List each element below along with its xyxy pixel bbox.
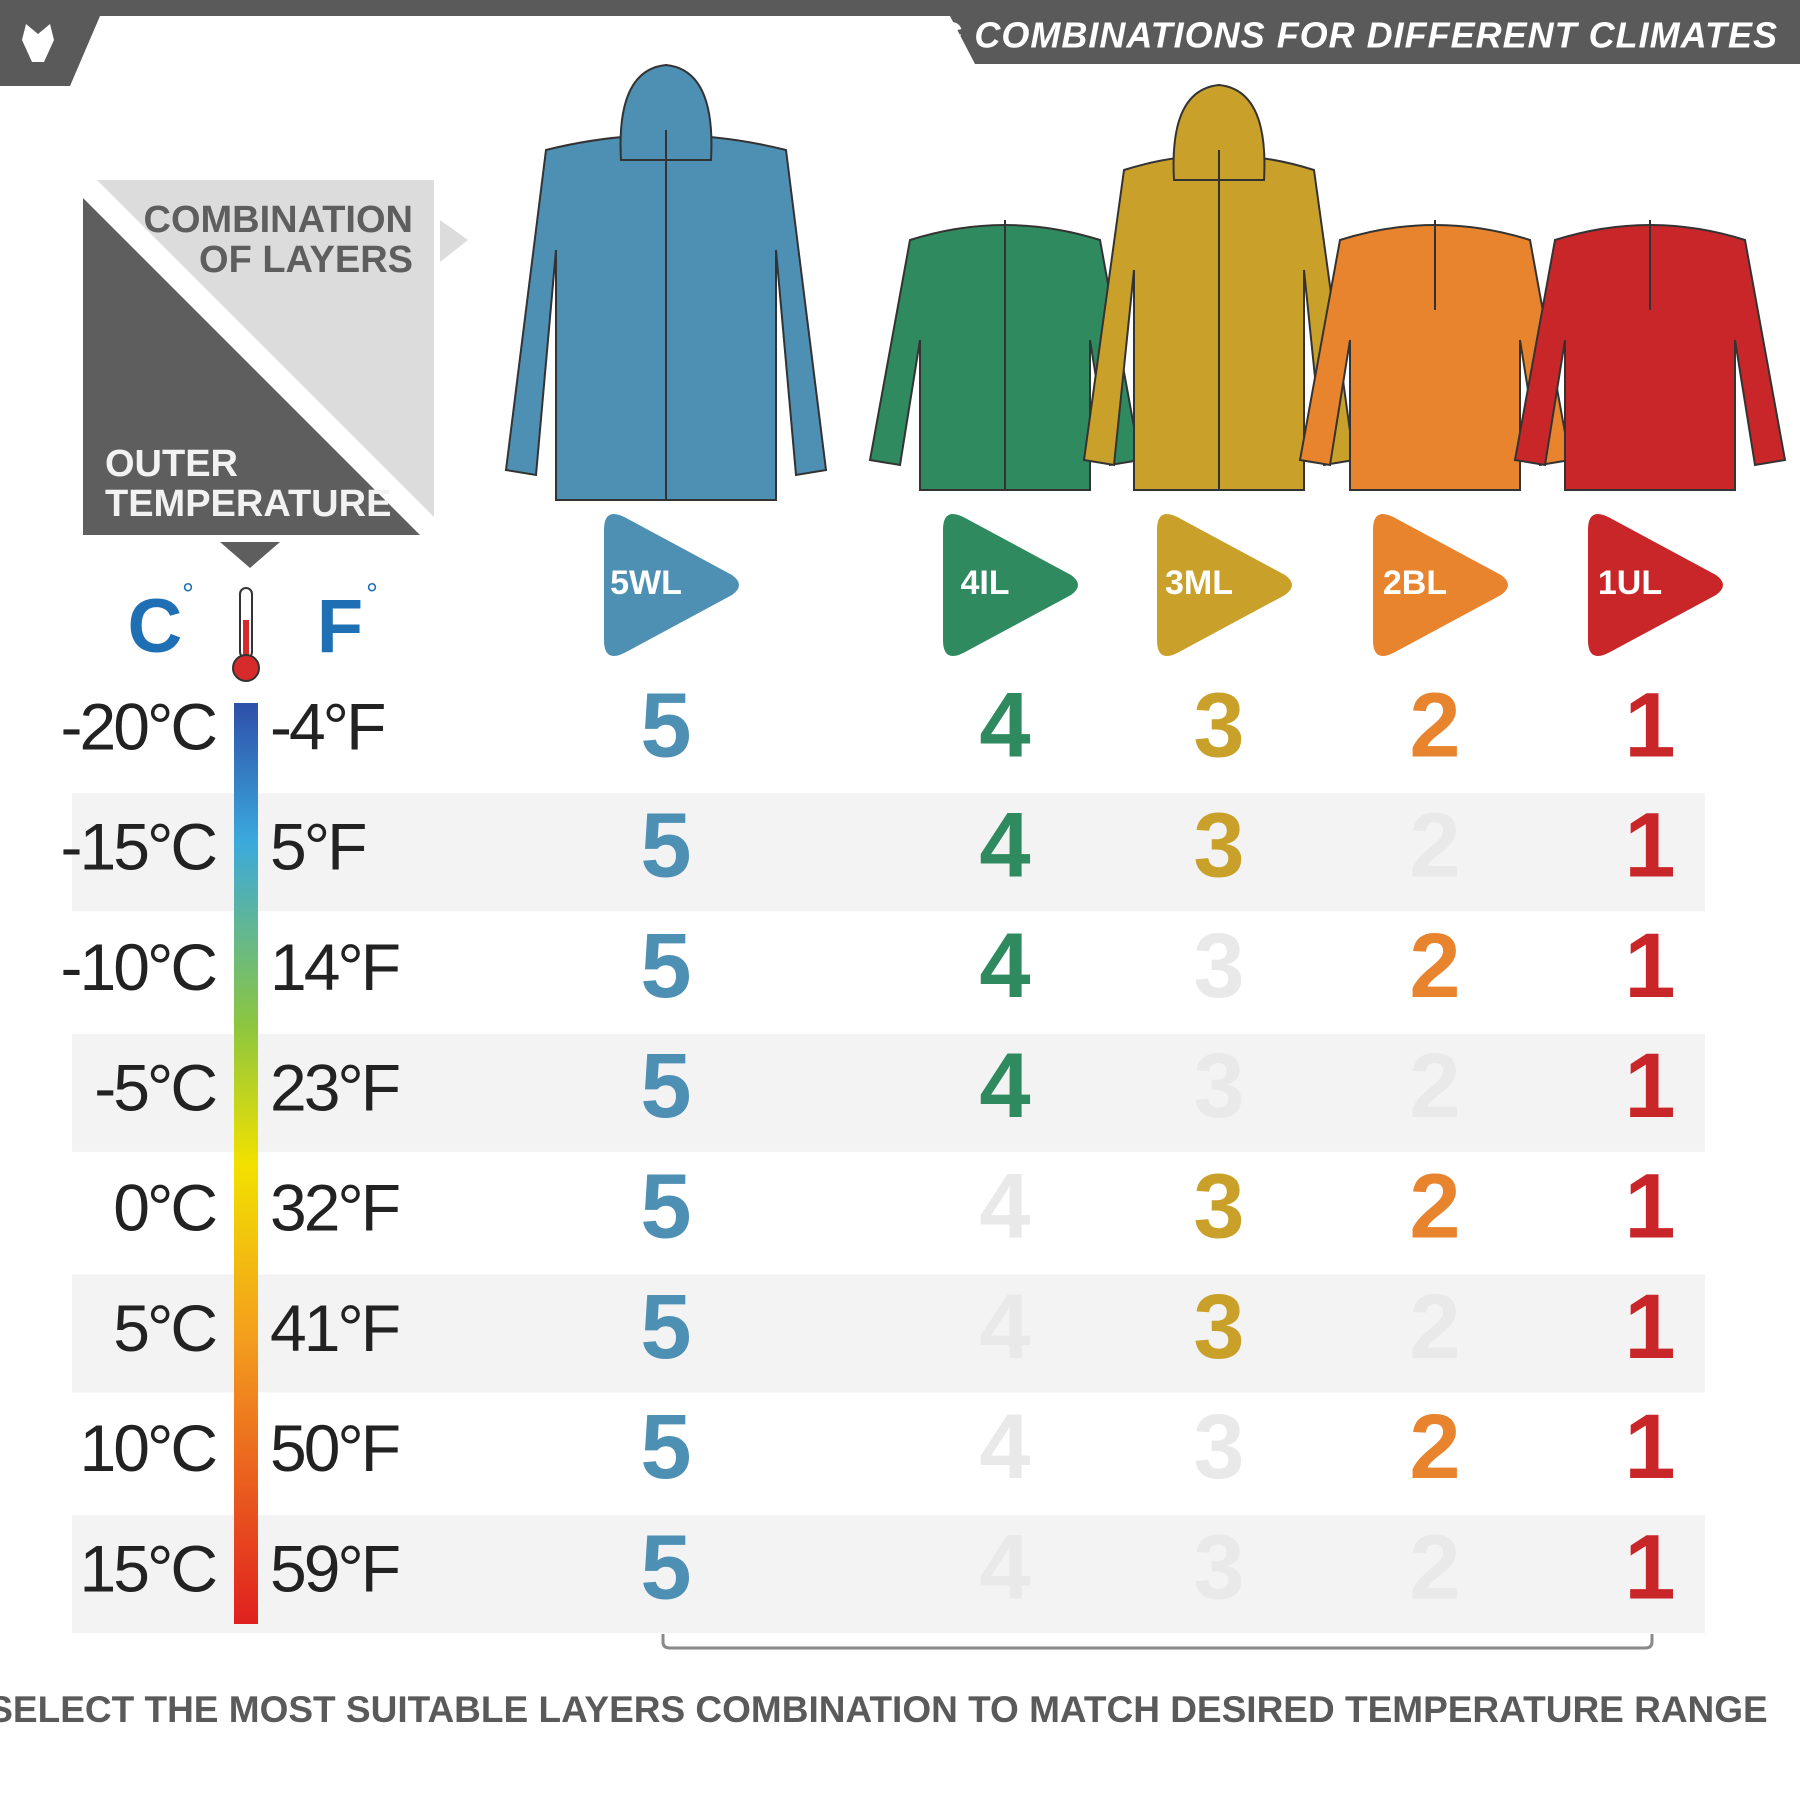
right-arrow [440,220,468,262]
layer-digit: 3 [1193,674,1244,776]
fahrenheit-unit: F [317,584,363,669]
hood [619,63,713,161]
layer-digit: 5 [640,1035,691,1137]
fahrenheit-label: 14°F [270,930,399,1004]
celsius-unit: C [128,584,183,669]
row-stripe [72,1515,1705,1634]
garment [1298,224,1572,491]
layer-badge [943,513,1078,657]
celsius-label: -20°C [61,689,217,763]
layer-digit: 1 [1624,795,1675,897]
layer-code: 3ML [1165,564,1233,602]
celsius-label: -5°C [94,1050,216,1124]
layer-digit: 2 [1409,674,1460,776]
layer-digit: 4 [979,915,1030,1017]
layer-digit: 5 [640,1396,691,1498]
temperature-label: OUTER [105,443,238,485]
row-stripe [72,1274,1705,1393]
layer-digit: 4 [979,795,1030,897]
fahrenheit-label: 50°F [270,1411,399,1485]
celsius-label: 15°C [80,1532,217,1606]
temperature-bar [234,703,258,1624]
celsius-label: -15°C [61,810,217,884]
layer-digit: 4 [979,1035,1030,1137]
layer-digit: 1 [1624,915,1675,1017]
layer-digit: 3 [1193,1276,1244,1378]
layers-label: COMBINATION [144,199,414,241]
degree: ° [366,578,378,611]
garment [1513,224,1787,491]
fahrenheit-label: 5°F [270,810,365,884]
celsius-label: 10°C [80,1411,217,1485]
logo-icon [22,24,54,62]
layer-badge [604,513,739,657]
layer-badge [1588,513,1723,657]
layer-digit: 1 [1624,1516,1675,1618]
layer-digit-faded: 2 [1409,1035,1460,1137]
layer-badge [1373,513,1508,657]
layer-digit-faded: 3 [1193,1035,1244,1137]
layer-digit-faded: 3 [1193,915,1244,1017]
layer-digit: 5 [640,915,691,1017]
layer-digit: 3 [1193,795,1244,897]
down-arrow [220,542,280,568]
bracket [661,1634,1654,1650]
layer-code: 5WL [610,564,682,602]
layer-digit: 5 [640,795,691,897]
layer-digit: 1 [1624,1155,1675,1257]
celsius-label: 5°C [113,1291,216,1365]
hood [1172,83,1266,181]
layers-triangle [97,180,434,517]
temperature-label: TEMPERATURE [105,483,391,525]
layer-digit-faded: 4 [979,1276,1030,1378]
row-stripe [72,793,1705,912]
title: LAYERING COMBINATIONS FOR DIFFERENT CLIM… [772,15,1778,56]
layer-digit: 2 [1409,915,1460,1017]
header-bar [0,0,1800,86]
fahrenheit-label: 41°F [270,1291,399,1365]
fahrenheit-label: 23°F [270,1050,399,1124]
degree: ° [182,578,194,611]
cells: -20°C -4°F 5 4 3 2 1-15°C 5°F 5 4 3 2 1-10°C 14°F 5 4 3 2… [61,674,1676,1618]
layer-digit: 5 [640,1516,691,1618]
layer-digit: 3 [1193,1155,1244,1257]
layer-digit-faded: 4 [979,1155,1030,1257]
layer-code: 4IL [960,564,1009,602]
footer-text: SELECT THE MOST SUITABLE LAYERS COMBINAT… [0,1689,1768,1730]
layer-digit-faded: 4 [979,1516,1030,1618]
layer-badge [1157,513,1292,657]
fahrenheit-label: -4°F [270,689,384,763]
thermometer-icon [232,587,260,682]
layer-digit-faded: 3 [1193,1396,1244,1498]
layer-digit: 4 [979,674,1030,776]
temperature-triangle [83,198,420,535]
row-stripe [72,1033,1705,1152]
layer-digit: 5 [640,1276,691,1378]
layer-digit: 1 [1624,674,1675,776]
garments: 5WL 4IL 3ML 2BL 1UL [504,63,1787,657]
layer-digit-faded: 2 [1409,1276,1460,1378]
layer-digit: 2 [1409,1155,1460,1257]
fahrenheit-label: 32°F [270,1171,399,1245]
layer-digit: 1 [1624,1396,1675,1498]
celsius-label: 0°C [113,1171,216,1245]
layer-code: 1UL [1598,564,1662,602]
layer-digit-faded: 2 [1409,1516,1460,1618]
layer-digit: 1 [1624,1276,1675,1378]
layer-digit: 5 [640,1155,691,1257]
layer-digit-faded: 4 [979,1396,1030,1498]
layer-digit: 2 [1409,1396,1460,1498]
fahrenheit-label: 59°F [270,1532,399,1606]
layer-digit: 5 [640,674,691,776]
row-stripes [72,793,1705,1634]
layers-label: OF LAYERS [199,239,413,281]
layer-code: 2BL [1383,564,1447,602]
layer-digit-faded: 2 [1409,795,1460,897]
layer-digit-faded: 3 [1193,1516,1244,1618]
celsius-label: -10°C [61,930,217,1004]
layer-digit: 1 [1624,1035,1675,1137]
